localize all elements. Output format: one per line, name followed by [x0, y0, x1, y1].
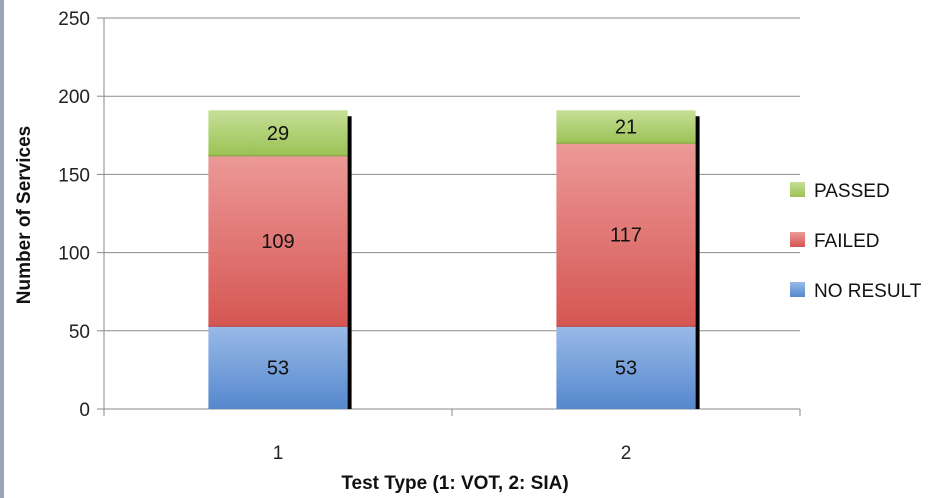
legend-swatch-failed: [790, 232, 805, 247]
bar-1-passed: [208, 110, 348, 156]
data-label-1-failed: 109: [261, 231, 294, 253]
bar-1-no-result: [208, 326, 348, 409]
legend-swatch-no-result: [790, 282, 805, 297]
legend-swatch-passed: [790, 182, 805, 197]
bar-1-failed: [208, 155, 348, 327]
legend: PASSED FAILED NO RESULT: [790, 181, 922, 302]
y-tick-label-50: 50: [69, 322, 90, 343]
legend-label-no-result: NO RESULT: [814, 281, 922, 302]
bar-2-passed: [556, 110, 696, 144]
y-tick-label-200: 200: [58, 87, 90, 108]
data-label-1-passed: 29: [267, 123, 289, 145]
y-tick-label-0: 0: [79, 400, 90, 421]
bar-shadow-2: [695, 116, 700, 409]
data-label-2-no-result: 53: [615, 358, 637, 380]
data-label-2-passed: 21: [615, 117, 637, 139]
data-label-1-no-result: 53: [267, 358, 289, 380]
y-axis-title: Number of Services: [14, 126, 35, 304]
legend-label-passed: PASSED: [814, 181, 890, 202]
data-labels: 53 109 29 53 117 21: [261, 117, 642, 380]
y-tick-label-100: 100: [58, 244, 90, 265]
bar-2-failed: [556, 143, 696, 327]
window-left-edge: [0, 0, 4, 498]
data-label-2-failed: 117: [610, 225, 642, 247]
bar-shadow-1: [347, 116, 352, 409]
x-axis-title: Test Type (1: VOT, 2: SIA): [341, 473, 568, 494]
x-tick-label-1: 1: [273, 443, 284, 464]
y-tick-label-250: 250: [58, 9, 90, 30]
y-tick-label-150: 150: [58, 165, 90, 186]
bar-2-no-result: [556, 326, 696, 409]
bars: [208, 110, 700, 409]
x-tick-label-2: 2: [621, 443, 632, 464]
legend-label-failed: FAILED: [814, 231, 879, 252]
